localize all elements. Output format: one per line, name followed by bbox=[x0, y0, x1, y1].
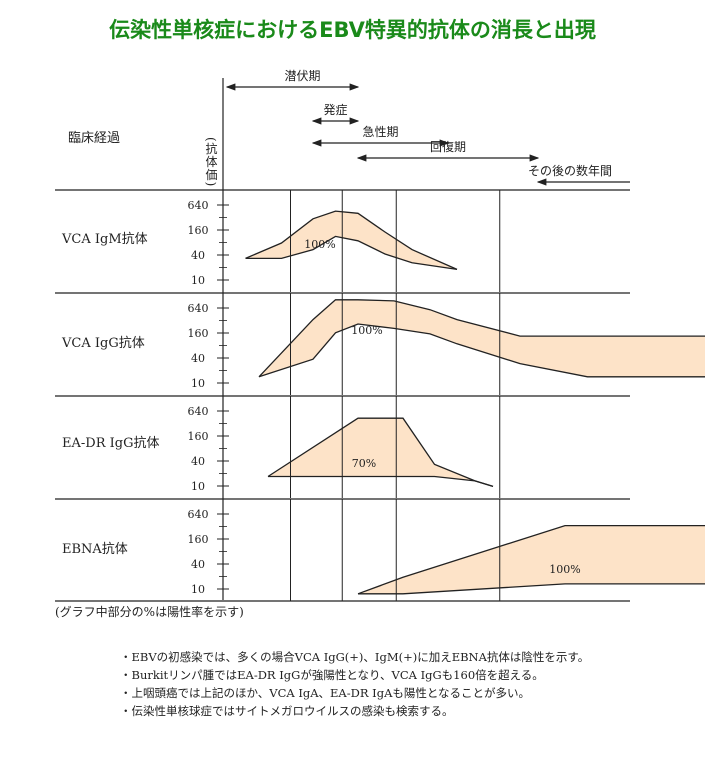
phase-0: 潜伏期 bbox=[225, 69, 360, 91]
phase-label: 潜伏期 bbox=[284, 69, 320, 83]
panel-title: VCA IgM抗体 bbox=[61, 232, 148, 247]
phase-label: 回復期 bbox=[430, 139, 466, 154]
phase-3: 回復期 bbox=[356, 139, 540, 162]
y-tick-label: 40 bbox=[191, 558, 205, 571]
upper-curve bbox=[245, 210, 458, 270]
upper-curve bbox=[357, 524, 705, 595]
positive-band bbox=[268, 418, 493, 487]
upper-curve bbox=[258, 299, 705, 378]
y-tick-label: 10 bbox=[191, 377, 205, 390]
phase-1: 発症 bbox=[311, 102, 360, 125]
phase-2: 急性期 bbox=[311, 124, 450, 147]
lower-curve bbox=[358, 583, 705, 595]
y-tick-label: 160 bbox=[188, 533, 209, 546]
clinical-course-label: 臨床経過 bbox=[68, 131, 120, 146]
phase-4: その後の数年間 bbox=[528, 163, 630, 186]
positive-rate-label: 70% bbox=[352, 457, 376, 470]
positive-band bbox=[245, 211, 457, 270]
panel-0: VCA IgM抗体 640 160 40 10 100% bbox=[55, 189, 630, 292]
y-tick-label: 10 bbox=[191, 274, 205, 287]
footnote: (グラフ中部分の%は陽性率を示す) bbox=[55, 604, 244, 619]
panel-2: EA-DR IgG抗体 640 160 40 10 70% bbox=[55, 395, 630, 498]
y-tick-label: 160 bbox=[188, 224, 209, 237]
positive-rate-label: 100% bbox=[549, 563, 580, 576]
panel-title: EA-DR IgG抗体 bbox=[62, 436, 159, 451]
panel-3: EBNA抗体 640 160 40 10 100% bbox=[55, 498, 705, 602]
phase-label: 発症 bbox=[323, 102, 347, 117]
positive-band bbox=[358, 525, 705, 594]
lower-curve bbox=[258, 323, 705, 378]
panel-title: EBNA抗体 bbox=[62, 542, 128, 557]
note-item: Burkitリンパ腫ではEA-DR IgGが強陽性となり、VCA IgGも160… bbox=[120, 666, 589, 684]
y-tick-label: 40 bbox=[191, 249, 205, 262]
y-tick-label: 640 bbox=[188, 405, 209, 418]
y-tick-label: 160 bbox=[188, 430, 209, 443]
positive-rate-label: 100% bbox=[351, 324, 382, 337]
positive-rate-label: 100% bbox=[304, 238, 335, 251]
antibody-panels: VCA IgM抗体 640 160 40 10 100% VCA IgG抗体 640 160 40… bbox=[55, 189, 705, 602]
phase-label: 急性期 bbox=[362, 124, 398, 139]
panel-1: VCA IgG抗体 640 160 40 10 100% bbox=[55, 292, 705, 395]
note-item: EBVの初感染では、多くの場合VCA IgG(+)、IgM(+)に加えEBNA抗… bbox=[120, 648, 590, 666]
lower-curve bbox=[245, 235, 458, 271]
y-tick-label: 640 bbox=[188, 199, 209, 212]
y-tick-label: 10 bbox=[191, 583, 205, 596]
y-tick-label: 10 bbox=[191, 480, 205, 493]
lower-curve bbox=[268, 475, 494, 488]
phase-label: その後の数年間 bbox=[528, 163, 612, 178]
y-tick-label: 640 bbox=[188, 302, 209, 315]
yaxis-label: (抗体価) bbox=[204, 137, 218, 187]
y-tick-label: 40 bbox=[191, 352, 205, 365]
chart-title: 伝染性単核症におけるEBV特異的抗体の消長と出現 bbox=[109, 18, 596, 42]
panel-title: VCA IgG抗体 bbox=[61, 336, 145, 351]
y-tick-label: 160 bbox=[188, 327, 209, 340]
note-item: 上咽頭癌では上記のほか、VCA IgA、EA-DR IgAも陽性となることが多い… bbox=[120, 684, 589, 702]
positive-band bbox=[259, 299, 705, 377]
y-tick-label: 640 bbox=[188, 508, 209, 521]
notes-list: EBVの初感染では、多くの場合VCA IgG(+)、IgM(+)に加えEBNA抗… bbox=[120, 648, 590, 720]
y-tick-label: 40 bbox=[191, 455, 205, 468]
note-item: 伝染性単核球症ではサイトメガロウイルスの感染も検索する。 bbox=[120, 702, 589, 720]
